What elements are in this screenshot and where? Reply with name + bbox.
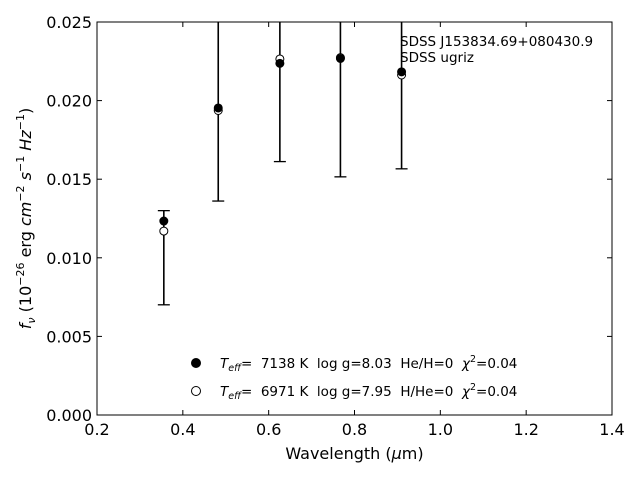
legend-entry-1: Teff= 7138 K log g=8.03 He/H=0 χ2=0.04 [220, 354, 517, 374]
y-tick-label: 0.010 [46, 249, 92, 268]
legend-marker-filled [191, 358, 201, 368]
legend-marker-open [191, 386, 201, 396]
y-tick-label: 0.015 [46, 170, 92, 189]
x-tick-label: 1.4 [599, 420, 624, 439]
y-tick-label: 0.000 [46, 406, 92, 425]
model-point-filled [275, 58, 285, 68]
x-tick-label: 0.4 [170, 420, 195, 439]
axis-ticks: 0.2 0.4 0.6 0.8 1.0 1.2 1.4 0.000 0.005 0.010 0.01… [46, 13, 625, 439]
legend-entry-2: Teff= 6971 K log g=7.95 H/He=0 χ2=0.04 [220, 382, 517, 402]
y-tick-label: 0.025 [46, 13, 92, 32]
model-point-open [159, 226, 169, 236]
x-tick-label: 0.2 [84, 420, 109, 439]
x-tick-label: 1.0 [428, 420, 453, 439]
y-tick-label: 0.020 [46, 92, 92, 111]
model-point-filled [335, 53, 345, 63]
y-tick-label: 0.005 [46, 327, 92, 346]
x-tick-label: 0.8 [342, 420, 367, 439]
model-point-filled [397, 67, 407, 77]
x-axis-label: Wavelength (μm) [285, 444, 423, 463]
x-tick-label: 1.2 [513, 420, 538, 439]
x-tick-label: 0.6 [256, 420, 281, 439]
y-axis-label: fν (10−26 erg cm−2 s−1 Hz−1) [14, 108, 38, 329]
plot-marks [157, 22, 408, 306]
model-point-filled [213, 103, 223, 113]
annotation-filters: SDSS ugriz [400, 50, 474, 66]
annotation-object-name: SDSS J153834.69+080430.9 [400, 34, 593, 50]
model-point-filled [159, 216, 169, 226]
legend: Teff= 7138 K log g=8.03 He/H=0 χ2=0.04 T… [191, 354, 517, 402]
